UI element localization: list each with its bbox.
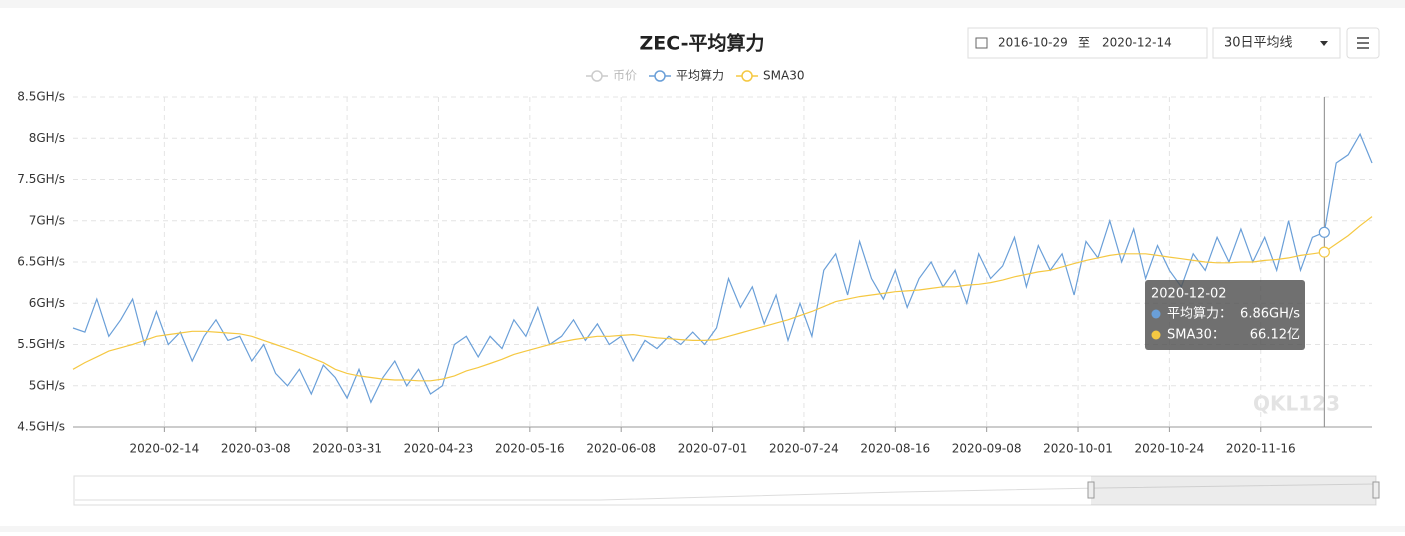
x-tick-label: 2020-09-08 — [952, 442, 1022, 456]
x-tick-label: 2020-03-08 — [221, 442, 291, 456]
tooltip-point — [1318, 246, 1330, 258]
y-tick-label: 6.5GH/s — [17, 255, 65, 269]
top-band — [0, 0, 1405, 8]
bottom-band — [0, 526, 1405, 532]
chart-title: ZEC-平均算力 — [639, 32, 764, 55]
tooltip-dot — [1151, 330, 1161, 340]
x-tick-label: 2020-07-24 — [769, 442, 839, 456]
date-range[interactable]: 2016-10-29 至 2020-12-14 — [967, 27, 1208, 59]
tooltip-box — [1145, 280, 1305, 350]
start-date[interactable]: 2016-10-29 — [998, 36, 1068, 50]
dropdown-label[interactable]: 30日平均线 — [1224, 36, 1293, 51]
legend-label: 币价 — [613, 69, 637, 83]
x-tick-label: 2020-06-08 — [586, 442, 656, 456]
end-date[interactable]: 2020-12-14 — [1102, 36, 1172, 50]
zoom-shadow — [75, 483, 1376, 501]
legend-label: SMA30 — [763, 69, 804, 83]
legend-marker — [591, 70, 603, 82]
legend-marker — [654, 70, 666, 82]
y-tick-label: 8GH/s — [29, 131, 65, 145]
y-tick-label: 6GH/s — [29, 296, 65, 310]
x-tick-label: 2020-07-01 — [678, 442, 748, 456]
dropdown[interactable]: 30日平均线 — [1212, 27, 1341, 59]
x-tick-label: 2020-02-14 — [129, 442, 199, 456]
x-tick-label: 2020-10-24 — [1135, 442, 1205, 456]
y-tick-label: 7.5GH/s — [17, 172, 65, 186]
dropdown-box[interactable] — [1212, 27, 1341, 59]
tooltip-label: 平均算力： — [1167, 307, 1232, 322]
x-tick-label: 2020-03-31 — [312, 442, 382, 456]
y-tick-label: 5GH/s — [29, 378, 65, 392]
tooltip-value: 66.12亿 — [1250, 328, 1300, 343]
dropdown-arrow — [1320, 41, 1328, 46]
legend-label: 平均算力 — [676, 68, 724, 83]
x-tick-label: 2020-11-16 — [1226, 442, 1296, 456]
series-line — [72, 132, 1373, 404]
y-tick-label: 7GH/s — [29, 213, 65, 227]
x-tick-label: 2020-04-23 — [404, 442, 474, 456]
date-separator: 至 — [1078, 36, 1090, 50]
datazoom[interactable] — [73, 475, 1380, 506]
tooltip-label: SMA30： — [1167, 328, 1225, 343]
y-tick-label: 4.5GH/s — [17, 420, 65, 434]
x-tick-label: 2020-05-16 — [495, 442, 565, 456]
watermark: QKL123 — [1253, 392, 1340, 416]
menu-button[interactable] — [1346, 27, 1380, 59]
x-tick-label: 2020-10-01 — [1043, 442, 1113, 456]
zoom-selection[interactable] — [1091, 476, 1376, 505]
calendar-icon — [975, 37, 988, 49]
x-tick-label: 2020-08-16 — [860, 442, 930, 456]
legend-marker — [741, 70, 753, 82]
series-line — [72, 216, 1373, 382]
y-tick-label: 5.5GH/s — [17, 337, 65, 351]
tooltip-dot — [1151, 309, 1161, 319]
zoom-handle[interactable] — [1372, 481, 1380, 499]
tooltip-value: 6.86GH/s — [1240, 307, 1300, 322]
tooltip-date: 2020-12-02 — [1151, 287, 1227, 302]
y-tick-label: 8.5GH/s — [17, 90, 65, 104]
menu-icon — [1357, 37, 1369, 49]
tooltip-point — [1318, 226, 1330, 238]
date-box[interactable] — [967, 27, 1208, 59]
zoom-handle[interactable] — [1087, 481, 1095, 499]
